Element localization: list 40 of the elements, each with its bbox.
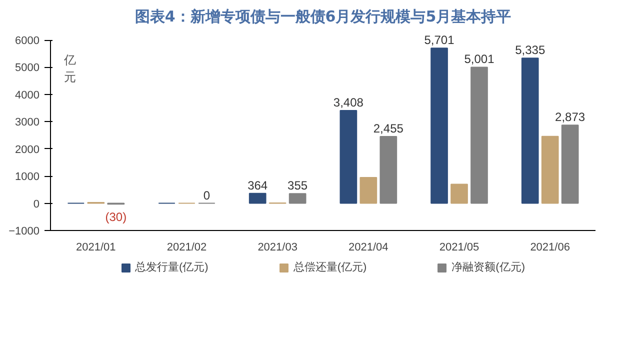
data-label: 364 (248, 178, 268, 192)
data-label: 0 (203, 188, 210, 202)
bar (541, 136, 559, 204)
x-tick-label: 2021/02 (166, 242, 207, 254)
x-tick-label: 2021/04 (348, 242, 388, 254)
y-tick-label: 5000 (15, 62, 40, 74)
data-label: 5,701 (424, 33, 455, 48)
x-tick-label: 2021/06 (530, 242, 570, 254)
bar (430, 48, 448, 204)
bar (340, 110, 358, 204)
y-tick-label: 6000 (15, 35, 40, 48)
legend-label: 总偿还量(亿元) (293, 260, 367, 274)
bar (248, 192, 266, 204)
x-tick-label: 2021/01 (76, 242, 116, 254)
data-label: 2,873 (555, 110, 586, 124)
data-label: 2,455 (373, 121, 404, 136)
data-label: 5,335 (515, 43, 546, 58)
bar (288, 193, 306, 204)
bar (450, 184, 468, 204)
y-tick-label: 4000 (15, 89, 40, 102)
data-label: 3,408 (333, 96, 364, 110)
y-tick-label: 3000 (15, 116, 40, 129)
bar (470, 66, 488, 204)
data-label: (30) (105, 210, 127, 224)
data-label: 355 (288, 178, 308, 193)
legend-label: 净融资额(亿元) (452, 260, 525, 274)
legend-label: 总发行量(亿元) (135, 260, 208, 274)
y-tick-label: −1000 (8, 226, 40, 238)
bar (521, 58, 539, 204)
y-tick-label: 2000 (15, 144, 40, 156)
chart-title: 图表4：新增专项债与一般债6月发行规模与5月基本持平 (134, 8, 512, 26)
x-tick-label: 2021/03 (258, 242, 298, 254)
bar (380, 136, 398, 204)
bar (360, 176, 378, 204)
x-tick-label: 2021/05 (439, 242, 480, 254)
data-label: 5,001 (464, 52, 495, 66)
y-tick-label: 1000 (15, 171, 40, 184)
y-axis-title: 亿元 (63, 53, 76, 84)
y-tick-label: 0 (33, 198, 40, 210)
bar (561, 124, 579, 204)
